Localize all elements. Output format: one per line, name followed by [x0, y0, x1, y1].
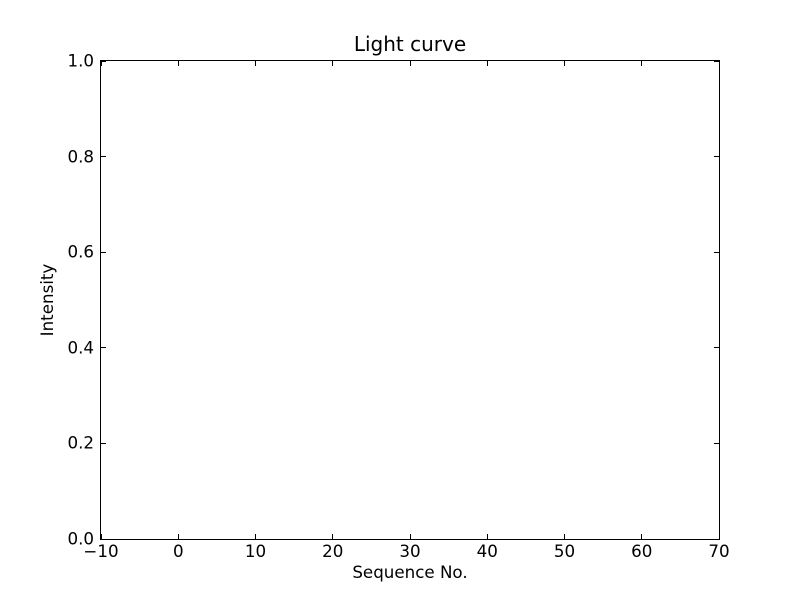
x-tick-mark-top	[177, 61, 179, 66]
x-tick-label: −10	[83, 541, 119, 561]
y-tick-mark-right	[714, 251, 719, 253]
y-tick-mark-right	[714, 442, 719, 444]
y-tick-label: 0.0	[67, 528, 94, 549]
x-tick-mark-top	[100, 61, 102, 66]
x-tick-mark	[718, 534, 720, 539]
y-tick-mark	[101, 538, 106, 540]
x-tick-mark-top	[486, 61, 488, 66]
x-tick-mark	[255, 534, 256, 539]
y-tick-mark-right	[714, 156, 719, 158]
x-tick-mark	[641, 534, 643, 539]
x-tick-mark	[332, 534, 334, 539]
plot-area	[100, 60, 720, 540]
y-tick-mark	[101, 251, 106, 253]
y-tick-mark	[101, 347, 106, 349]
y-axis-label: Intensity	[37, 263, 57, 337]
y-tick-label: 0.6	[67, 241, 94, 262]
x-tick-label: 0	[172, 541, 184, 561]
x-tick-mark	[409, 534, 411, 539]
x-tick-mark	[486, 534, 488, 539]
x-tick-mark-top	[255, 61, 256, 66]
x-tick-mark	[100, 534, 102, 539]
y-tick-mark-right	[714, 538, 719, 540]
x-tick-mark	[564, 534, 565, 539]
x-tick-label: 60	[631, 541, 653, 561]
y-tick-mark-right	[714, 347, 719, 349]
y-tick-mark	[101, 60, 106, 62]
x-tick-mark-top	[564, 61, 565, 66]
x-tick-label: 20	[322, 541, 344, 561]
x-tick-mark-top	[641, 61, 643, 66]
x-tick-mark-top	[332, 61, 334, 66]
x-tick-mark-top	[718, 61, 720, 66]
x-tick-label: 70	[708, 541, 730, 561]
x-tick-label: 40	[476, 541, 498, 561]
y-tick-label: 1.0	[67, 50, 94, 71]
y-tick-mark-right	[714, 60, 719, 62]
x-tick-mark-top	[409, 61, 411, 66]
y-tick-mark	[101, 156, 106, 158]
x-tick-mark	[177, 534, 179, 539]
y-tick-label: 0.8	[67, 146, 94, 167]
y-tick-label: 0.4	[67, 337, 94, 358]
y-tick-label: 0.2	[67, 432, 94, 453]
x-axis-label: Sequence No.	[352, 562, 468, 582]
x-tick-label: 10	[244, 541, 267, 561]
y-tick-mark	[101, 442, 106, 444]
x-tick-label: 50	[553, 541, 576, 561]
x-tick-label: 30	[399, 541, 421, 561]
chart-title: Light curve	[353, 32, 467, 56]
